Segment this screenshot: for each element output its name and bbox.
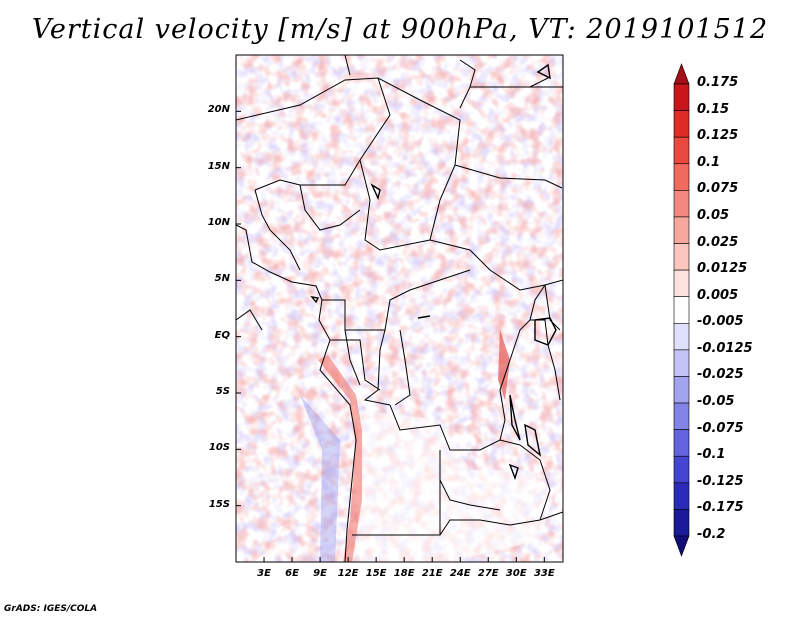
map-frame: [235, 54, 564, 563]
colorbar-label: -0.025: [697, 367, 744, 383]
borders: [236, 55, 563, 562]
colorbar-segment: [673, 509, 690, 537]
colorbar-segment: [673, 296, 690, 324]
map-title: Vertical velocity [m/s] at 900hPa, VT: 2…: [31, 14, 769, 45]
colorbar-segment: [673, 269, 690, 298]
lat-label: 5N: [214, 273, 230, 285]
colorbar-label: 0.075: [697, 181, 739, 197]
lat-label: 5S: [215, 386, 230, 397]
lat-label: 15N: [207, 160, 230, 172]
lon-label: 18E: [393, 568, 415, 579]
colorbar-segment: [673, 535, 690, 557]
grads-credit: GrADS: IGES/COLA: [4, 604, 98, 614]
lakes: [310, 63, 557, 481]
colorbar-segment: [673, 163, 690, 191]
colorbar-label: -0.075: [697, 420, 744, 436]
axis-ticks: [236, 110, 545, 562]
colorbar-segment: [673, 429, 690, 457]
colorbar-segment: [673, 455, 690, 484]
colorbar-label: -0.0125: [697, 340, 753, 356]
lon-label: 27E: [477, 568, 499, 579]
colorbar-segment: [673, 190, 690, 218]
colorbar: [673, 63, 690, 557]
lat-label: 10N: [207, 217, 230, 228]
colorbar-label: 0.0125: [697, 261, 748, 277]
colorbar-label: 0.125: [697, 128, 739, 144]
lon-label: 33E: [533, 568, 555, 579]
lon-label: 15E: [365, 568, 387, 579]
lat-label: EQ: [214, 329, 230, 341]
lon-label: 3E: [257, 568, 271, 579]
colorbar-label: 0.1: [697, 154, 721, 170]
lat-label: 20N: [207, 104, 230, 116]
colorbar-segment: [673, 216, 690, 244]
colorbar-label: -0.005: [697, 314, 744, 330]
lon-label: 6E: [285, 568, 299, 579]
colorbar-label: -0.2: [697, 527, 726, 542]
field-area: [236, 55, 563, 562]
colorbar-segment: [673, 402, 690, 430]
colorbar-segment: [673, 243, 690, 271]
colorbar-label: 0.05: [697, 207, 730, 223]
colorbar-segment: [673, 136, 690, 165]
colorbar-segment: [673, 63, 690, 85]
colorbar-segment: [673, 482, 690, 510]
lon-label: 21E: [421, 568, 443, 579]
colorbar-segment: [673, 349, 690, 377]
colorbar-label: 0.005: [697, 287, 739, 303]
colorbar-label: -0.05: [697, 394, 735, 410]
colorbar-label: -0.175: [697, 500, 744, 516]
lon-label: 12E: [337, 568, 359, 579]
colorbar-label: -0.125: [697, 473, 744, 489]
colorbar-segment: [673, 110, 690, 138]
lon-label: 9E: [313, 568, 327, 579]
colorbar-segment: [673, 83, 690, 111]
lat-label: 10S: [208, 442, 230, 454]
colorbar-segment: [673, 376, 690, 404]
colorbar-label: -0.1: [697, 447, 726, 463]
colorbar-label: 0.15: [697, 101, 730, 117]
colorbar-label: 0.175: [697, 75, 739, 90]
lon-label: 30E: [505, 568, 527, 579]
lat-label: 15S: [208, 498, 230, 510]
lon-label: 24E: [449, 568, 471, 579]
colorbar-segment: [673, 322, 690, 351]
colorbar-label: 0.025: [697, 234, 739, 250]
